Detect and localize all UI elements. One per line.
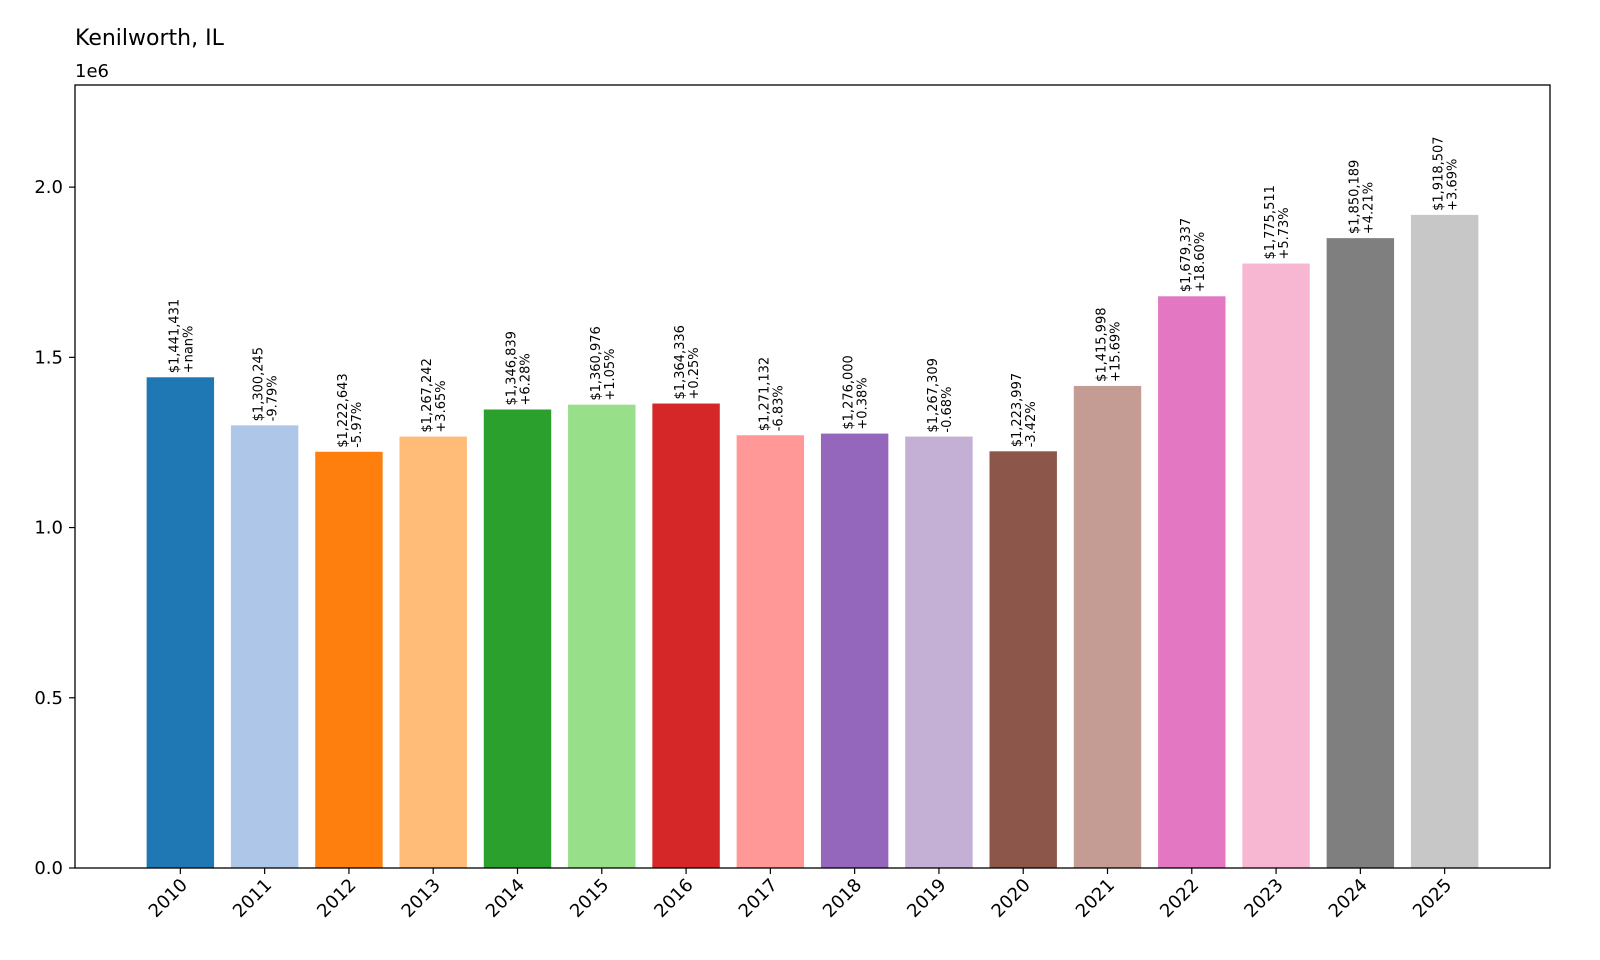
bar-value-label: $1,415,998 [1095, 308, 1110, 382]
bar-value-label: $1,267,309 [926, 358, 941, 432]
bar-change-label: +18.60% [1193, 232, 1208, 292]
bar-value-label: $1,271,132 [757, 357, 772, 431]
x-tick-label-2013: 2013 [398, 875, 445, 922]
bar-change-label: +0.38% [856, 377, 871, 429]
bar-value-label: $1,223,997 [1010, 373, 1025, 447]
bar-data-label-2010: $1,441,431+nan% [167, 299, 196, 373]
bar-data-label-2016: $1,364,336+0.25% [673, 325, 702, 399]
x-tick-label-2023: 2023 [1240, 875, 1287, 922]
bar-2024 [1326, 238, 1395, 868]
bar-data-label-2021: $1,415,998+15.69% [1095, 308, 1124, 382]
bar-value-label: $1,918,507 [1432, 136, 1447, 210]
x-tick-label-2021: 2021 [1072, 875, 1119, 922]
bar-value-label: $1,441,431 [167, 299, 182, 373]
bar-change-label: -3.42% [1024, 401, 1039, 447]
bar-2019 [905, 436, 973, 868]
bar-2014 [483, 409, 552, 868]
bar-value-label: $1,364,336 [673, 325, 688, 399]
x-tick-label-2025: 2025 [1409, 875, 1456, 922]
bar-data-label-2019: $1,267,309-0.68% [926, 358, 955, 432]
x-tick-label-2017: 2017 [735, 875, 782, 922]
x-tick-label-2014: 2014 [482, 875, 529, 922]
bar-change-label: -6.83% [771, 385, 786, 431]
x-axis: 2010 2011 2012 2013 2014 2015 2016 2017 2018 2019… [145, 868, 1456, 922]
chart-title: Kenilworth, IL [75, 26, 225, 51]
bar-2022 [1158, 296, 1226, 868]
x-tick-label-2019: 2019 [903, 875, 950, 922]
bar-value-label: $1,346,839 [505, 331, 520, 405]
y-axis-offset-label: 1e6 [75, 61, 109, 82]
x-tick-label-2016: 2016 [650, 875, 697, 922]
bar-change-label: +3.69% [1446, 159, 1461, 211]
bar-2021 [1073, 385, 1142, 868]
bar-data-label-2014: $1,346,839+6.28% [505, 331, 534, 405]
x-tick-label-2010: 2010 [145, 875, 192, 922]
bar-2013 [399, 436, 467, 868]
bar-value-label: $1,679,337 [1179, 218, 1194, 292]
bar-2018 [820, 433, 889, 868]
x-tick-label-2022: 2022 [1156, 875, 1203, 922]
bar-change-label: +6.28% [519, 353, 534, 405]
bar-2016 [652, 403, 720, 868]
bar-value-label: $1,360,976 [589, 326, 604, 400]
plot-frame [74, 84, 1551, 869]
bars-group [146, 214, 1479, 869]
x-tick-label-2011: 2011 [229, 875, 276, 922]
bar-value-label: $1,300,245 [252, 347, 267, 421]
bar-data-label-2024: $1,850,189+4.21% [1347, 160, 1376, 234]
bar-data-label-2025: $1,918,507+3.69% [1432, 136, 1461, 210]
bar-value-label: $1,267,242 [420, 358, 435, 432]
bar-value-label: $1,276,000 [842, 355, 857, 429]
bar-change-label: -5.97% [350, 402, 365, 448]
y-tick-label: 1.5 [34, 347, 63, 368]
bar-data-label-2012: $1,222,643-5.97% [336, 373, 365, 447]
bar-change-label: +15.69% [1109, 321, 1124, 381]
bar-data-label-2017: $1,271,132-6.83% [757, 357, 786, 431]
bar-data-label-2022: $1,679,337+18.60% [1179, 218, 1208, 292]
bar-data-label-2013: $1,267,242+3.65% [420, 358, 449, 432]
bar-change-label: -0.68% [940, 387, 955, 433]
bar-labels-group: $1,441,431+nan% $1,300,245-9.79% $1,222,64… [167, 136, 1460, 447]
bar-change-label: +nan% [181, 326, 196, 374]
bar-data-label-2011: $1,300,245-9.79% [252, 347, 281, 421]
bar-change-label: +1.05% [603, 348, 618, 400]
bar-value-label: $1,222,643 [336, 373, 351, 447]
y-tick-label: 0.5 [34, 688, 63, 709]
bar-data-label-2015: $1,360,976+1.05% [589, 326, 618, 400]
x-tick-label-2020: 2020 [988, 875, 1035, 922]
bar-2015 [568, 404, 636, 868]
y-tick-label: 1.0 [34, 518, 63, 539]
bar-change-label: -9.79% [266, 375, 281, 421]
bar-change-label: +0.25% [687, 347, 702, 399]
bar-2025 [1410, 214, 1479, 869]
x-tick-label-2018: 2018 [819, 875, 866, 922]
bar-2023 [1242, 263, 1310, 868]
bar-2017 [736, 435, 805, 868]
bar-data-label-2020: $1,223,997-3.42% [1010, 373, 1039, 447]
bar-data-label-2023: $1,775,511+5.73% [1263, 185, 1292, 259]
bar-2020 [989, 451, 1057, 868]
bar-change-label: +4.21% [1361, 182, 1376, 234]
bar-change-label: +5.73% [1277, 207, 1292, 259]
bar-2010 [146, 377, 215, 868]
bar-2012 [315, 451, 383, 868]
bar-2011 [230, 425, 299, 868]
x-tick-label-2015: 2015 [566, 875, 613, 922]
x-tick-label-2012: 2012 [313, 875, 360, 922]
bar-value-label: $1,775,511 [1263, 185, 1278, 259]
bar-value-label: $1,850,189 [1347, 160, 1362, 234]
y-tick-label: 0.0 [34, 858, 63, 879]
bar-data-label-2018: $1,276,000+0.38% [842, 355, 871, 429]
x-tick-label-2024: 2024 [1325, 875, 1372, 922]
y-tick-label: 2.0 [34, 177, 63, 198]
bar-change-label: +3.65% [434, 380, 449, 432]
y-axis: 0.0 0.5 1.0 1.5 2.0 [34, 177, 75, 879]
